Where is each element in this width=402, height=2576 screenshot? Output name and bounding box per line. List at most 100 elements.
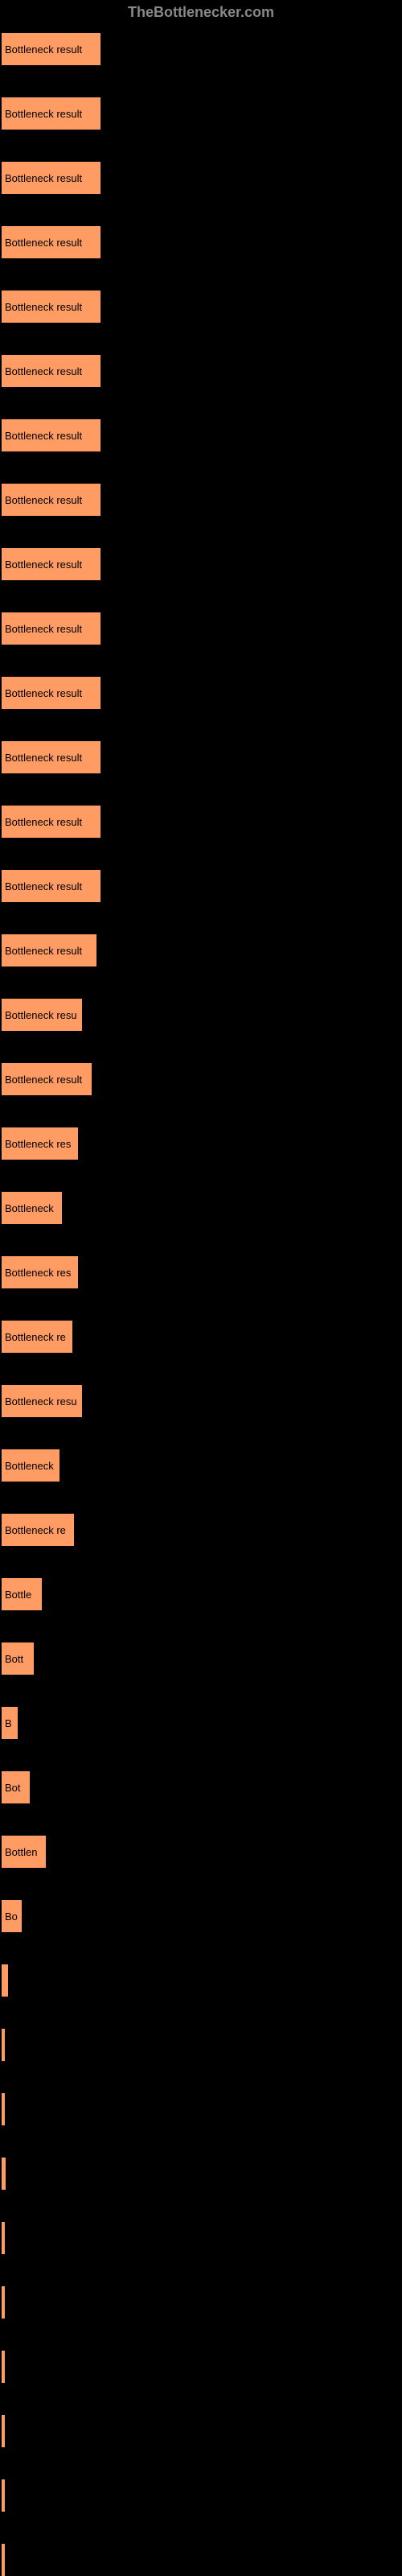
bar-row: Bottleneck result — [2, 612, 402, 645]
bar-row: Bottleneck result — [2, 484, 402, 516]
bar-row: Bottleneck re — [2, 1321, 402, 1353]
bar-label: Bottleneck result — [5, 752, 82, 764]
chart-bar: Bottleneck result — [2, 226, 100, 258]
bar-row — [2, 2029, 402, 2061]
bar-label: Bottleneck resu — [5, 1009, 77, 1021]
chart-bar: Bot — [2, 1771, 30, 1803]
bar-row: Bottleneck result — [2, 1063, 402, 1095]
chart-bar: Bottleneck result — [2, 97, 100, 130]
chart-bar: Bottleneck res — [2, 1127, 78, 1160]
bar-chart: Bottleneck result Bottleneck result Bottle… — [0, 33, 402, 2576]
chart-bar: Bo — [2, 1900, 22, 1932]
chart-bar — [2, 2158, 6, 2190]
bar-row: Bottleneck res — [2, 1256, 402, 1288]
bar-row: Bottleneck result — [2, 97, 402, 130]
chart-bar: Bottleneck result — [2, 934, 96, 967]
bar-label: Bottleneck result — [5, 687, 82, 699]
bar-row: Bot — [2, 1771, 402, 1803]
bar-row: Bo — [2, 1900, 402, 1932]
bar-row: Bottleneck re — [2, 1514, 402, 1546]
bar-row: Bottleneck result — [2, 934, 402, 967]
chart-bar: Bottleneck resu — [2, 999, 82, 1031]
bar-label: Bottleneck result — [5, 880, 82, 892]
bar-label: Bottleneck result — [5, 430, 82, 442]
bar-row: Bottleneck res — [2, 1127, 402, 1160]
bar-label: Bottleneck result — [5, 494, 82, 506]
chart-bar: Bottleneck result — [2, 612, 100, 645]
bar-row: Bottle — [2, 1578, 402, 1610]
chart-bar: Bottleneck — [2, 1449, 59, 1482]
chart-bar: Bottleneck resu — [2, 1385, 82, 1417]
bar-label: Bottleneck result — [5, 558, 82, 571]
bar-row — [2, 2351, 402, 2383]
chart-bar: Bott — [2, 1642, 34, 1675]
chart-bar: Bottleneck res — [2, 1256, 78, 1288]
bar-row — [2, 2544, 402, 2576]
chart-bar — [2, 2286, 5, 2318]
chart-bar: Bottleneck result — [2, 33, 100, 65]
bar-row: Bottleneck result — [2, 548, 402, 580]
chart-bar: Bottle — [2, 1578, 42, 1610]
bar-row: Bottleneck result — [2, 806, 402, 838]
bar-row — [2, 2286, 402, 2318]
bar-label: Bottlen — [5, 1846, 37, 1858]
bar-label: Bottleneck res — [5, 1138, 71, 1150]
bar-row: Bottleneck result — [2, 419, 402, 451]
chart-bar: Bottleneck result — [2, 1063, 92, 1095]
bar-label: Bottleneck result — [5, 301, 82, 313]
bar-label: Bottleneck result — [5, 1074, 82, 1086]
site-title: TheBottlenecker.com — [0, 4, 402, 21]
chart-bar: Bottleneck result — [2, 548, 100, 580]
bar-row — [2, 2415, 402, 2447]
bar-label: B — [5, 1717, 12, 1729]
chart-bar — [2, 2544, 5, 2576]
bar-label: Bottleneck result — [5, 945, 82, 957]
chart-bar: Bottleneck result — [2, 677, 100, 709]
bar-label: Bo — [5, 1910, 18, 1923]
chart-bar — [2, 2222, 5, 2254]
chart-bar: Bottleneck result — [2, 484, 100, 516]
bar-label: Bott — [5, 1653, 23, 1665]
bar-label: Bottle — [5, 1589, 31, 1601]
bar-label: Bottleneck result — [5, 365, 82, 377]
bar-label: Bottleneck — [5, 1202, 54, 1214]
bar-label: Bottleneck — [5, 1460, 54, 1472]
bar-row: Bottleneck result — [2, 355, 402, 387]
bar-row — [2, 2222, 402, 2254]
bar-row: Bottleneck resu — [2, 1385, 402, 1417]
chart-bar: Bottleneck result — [2, 806, 100, 838]
bar-label: Bottleneck resu — [5, 1395, 77, 1408]
bar-label: Bottleneck re — [5, 1524, 66, 1536]
bar-row: Bottleneck result — [2, 741, 402, 773]
bar-label: Bottleneck result — [5, 237, 82, 249]
bar-label: Bottleneck result — [5, 623, 82, 635]
chart-bar: Bottleneck result — [2, 870, 100, 902]
chart-bar — [2, 1964, 8, 1997]
bar-row — [2, 2158, 402, 2190]
chart-bar: Bottleneck re — [2, 1321, 72, 1353]
chart-bar — [2, 2479, 5, 2512]
chart-bar: Bottlen — [2, 1836, 46, 1868]
bar-row — [2, 1964, 402, 1997]
bar-row: Bottleneck result — [2, 226, 402, 258]
chart-bar — [2, 2351, 5, 2383]
bar-row: Bottleneck resu — [2, 999, 402, 1031]
chart-bar — [2, 2415, 5, 2447]
bar-row — [2, 2479, 402, 2512]
chart-bar: Bottleneck — [2, 1192, 62, 1224]
bar-row: Bottleneck result — [2, 677, 402, 709]
bar-row — [2, 2093, 402, 2125]
bar-label: Bottleneck re — [5, 1331, 66, 1343]
bar-label: Bottleneck result — [5, 43, 82, 56]
bar-label: Bottleneck res — [5, 1267, 71, 1279]
bar-row: Bottleneck result — [2, 870, 402, 902]
chart-bar: Bottleneck re — [2, 1514, 74, 1546]
chart-bar: Bottleneck result — [2, 291, 100, 323]
bar-label: Bottleneck result — [5, 816, 82, 828]
bar-row: Bottleneck result — [2, 162, 402, 194]
bar-row: Bottleneck result — [2, 33, 402, 65]
chart-bar: Bottleneck result — [2, 355, 100, 387]
chart-bar: Bottleneck result — [2, 741, 100, 773]
bar-row: Bottlen — [2, 1836, 402, 1868]
chart-bar — [2, 2029, 5, 2061]
